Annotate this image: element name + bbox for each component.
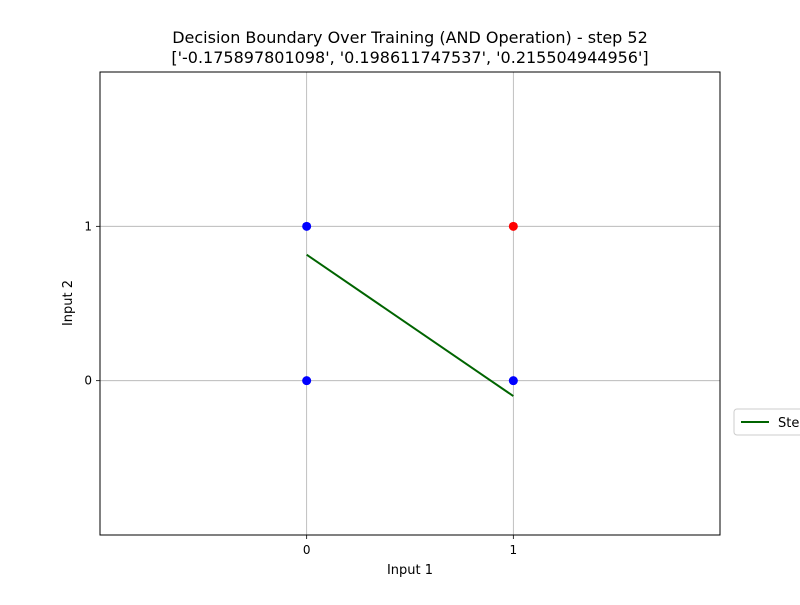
grid-lines — [100, 72, 720, 535]
y-axis-label: Input 2 — [61, 280, 76, 326]
decision-boundary-line — [306, 253, 514, 397]
y-tick-label: 1 — [84, 219, 92, 233]
chart-subtitle: ['-0.175897801098', '0.198611747537', '0… — [171, 48, 648, 67]
legend-label: Step 52 — [778, 416, 800, 431]
ticks-layer: 0 1 0 1 — [84, 219, 517, 557]
data-point — [508, 376, 518, 386]
data-point — [508, 221, 518, 231]
points-layer — [302, 221, 518, 386]
y-tick-label: 0 — [84, 374, 92, 388]
chart-title: Decision Boundary Over Training (AND Ope… — [172, 28, 648, 47]
series-layer — [306, 253, 514, 397]
data-point — [302, 376, 312, 386]
x-tick-label: 0 — [303, 543, 311, 557]
x-tick-label: 1 — [510, 543, 518, 557]
data-point — [302, 221, 312, 231]
legend: Step 52 — [733, 408, 800, 436]
x-axis-label: Input 1 — [387, 563, 433, 578]
plot-frame — [99, 71, 721, 536]
